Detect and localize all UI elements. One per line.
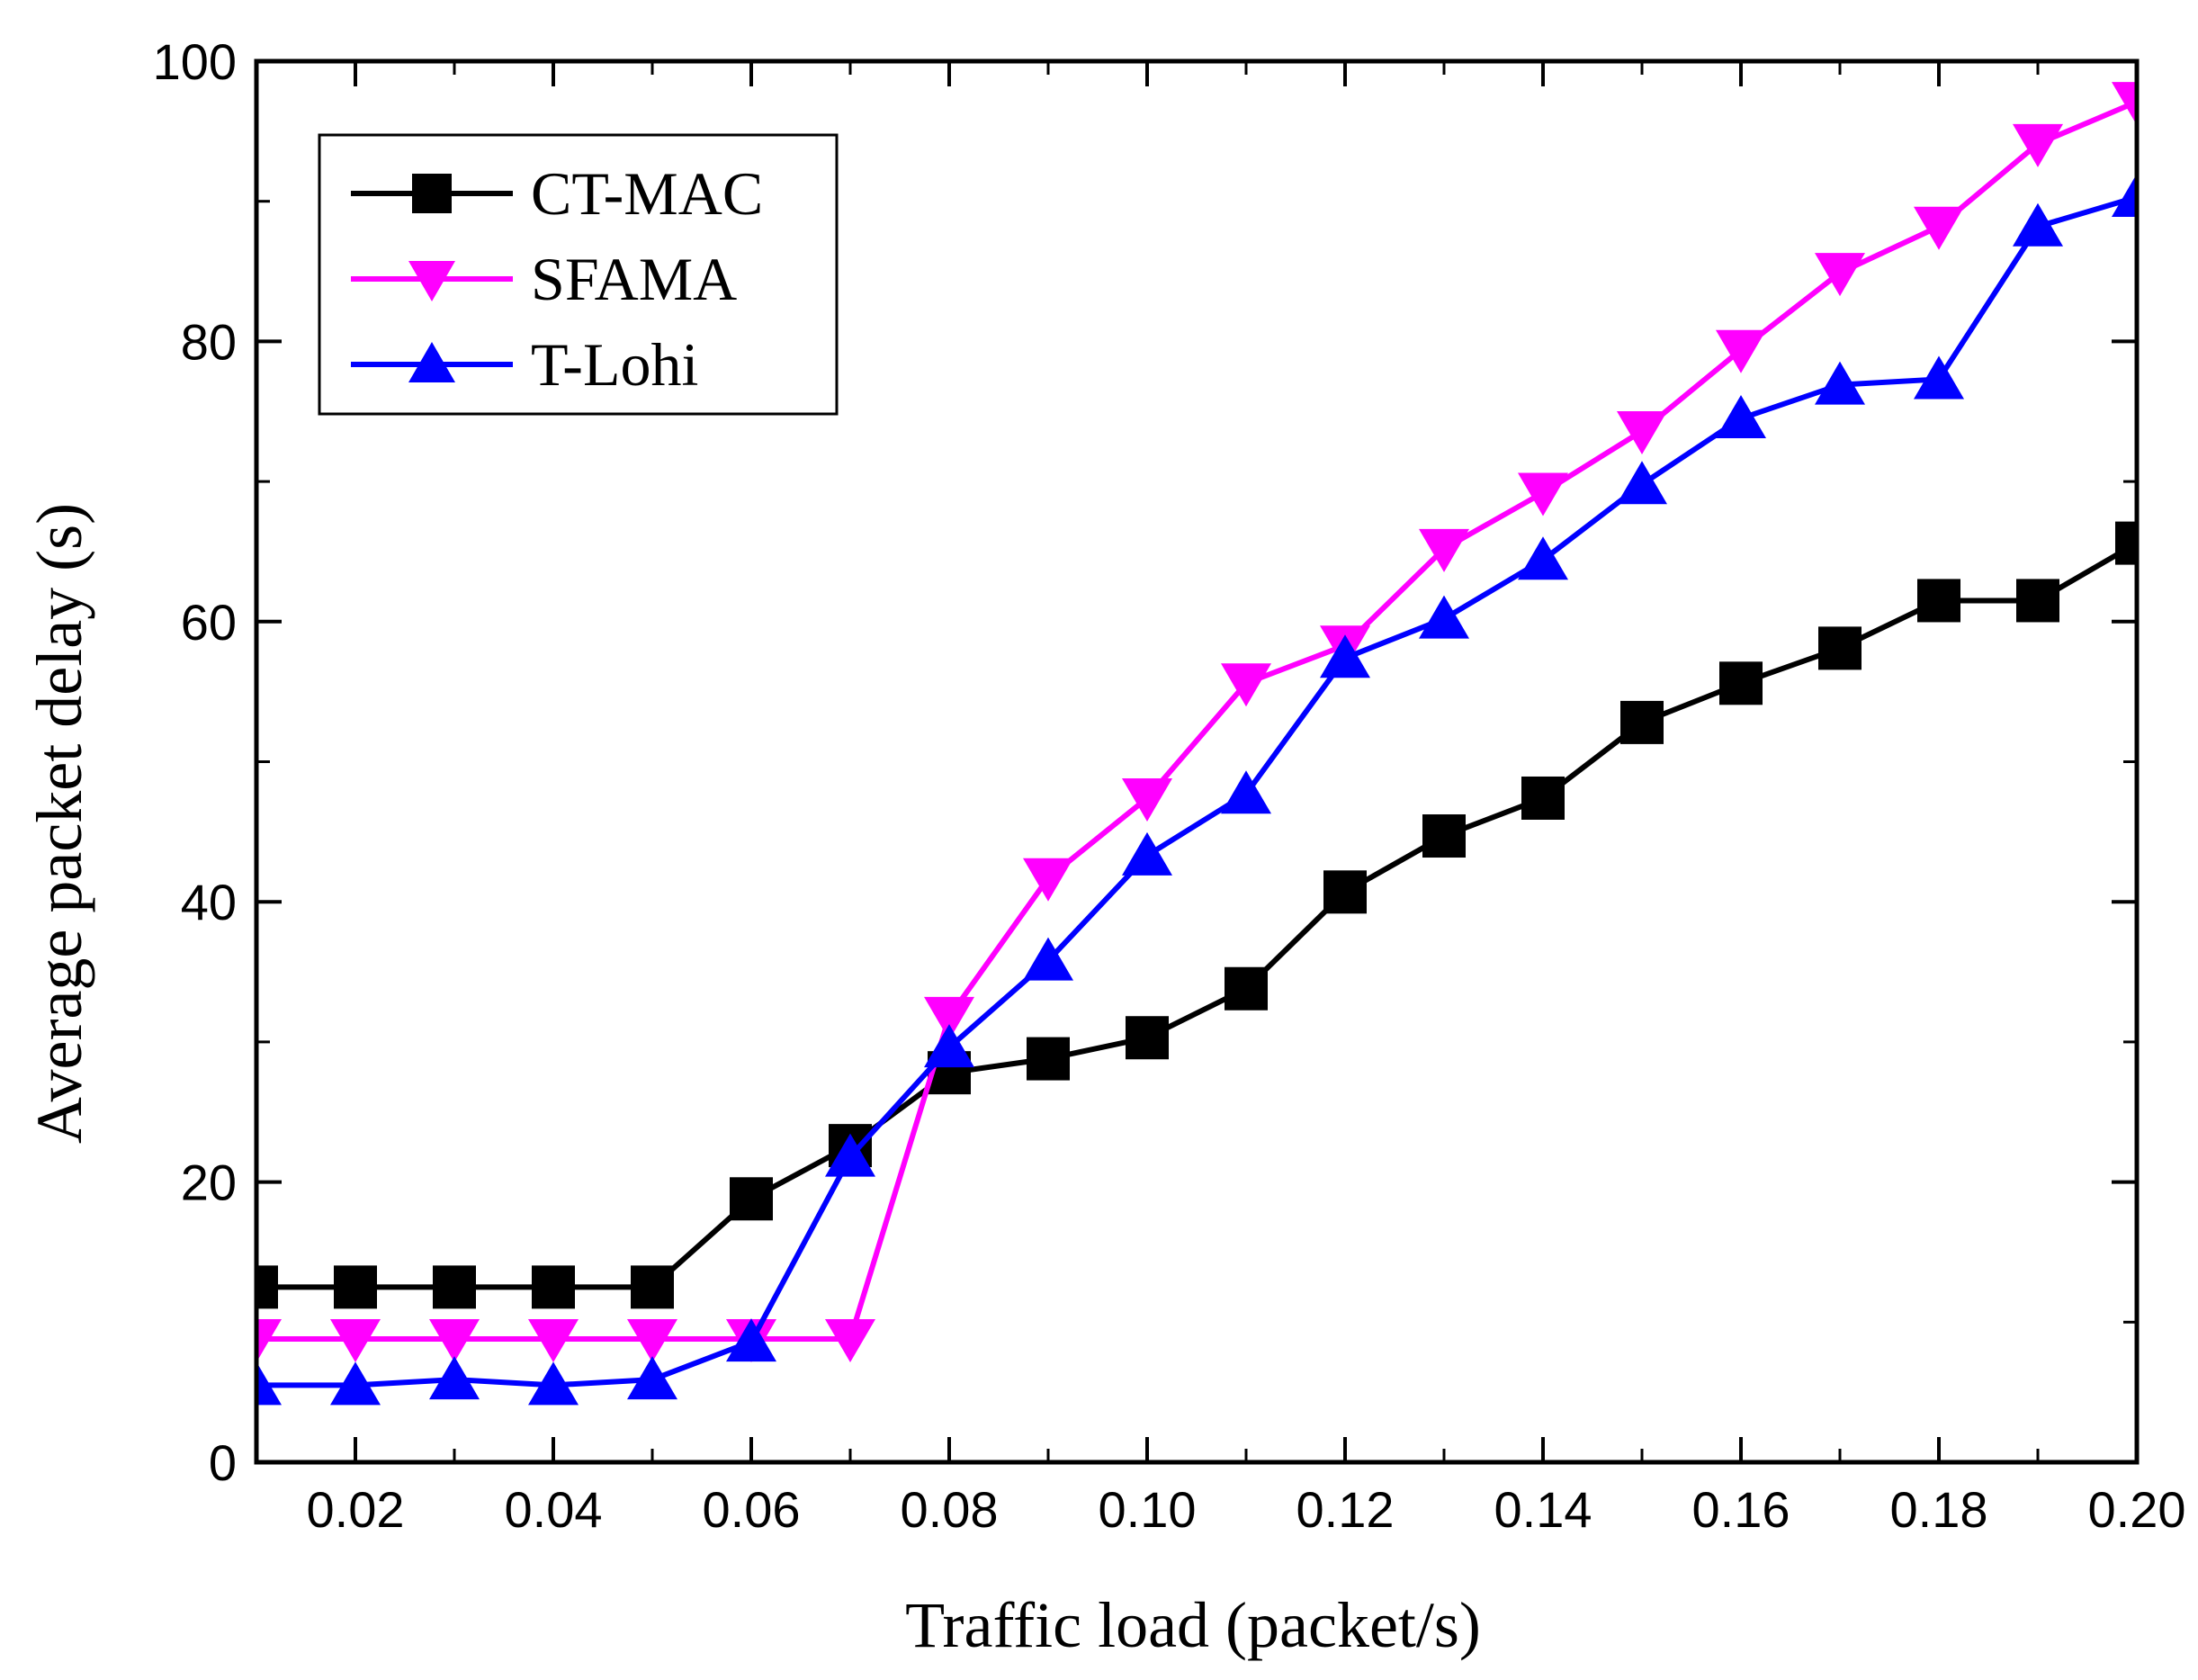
x-tick-label: 0.06: [703, 1481, 801, 1538]
data-point: [2112, 82, 2137, 126]
data-point: [1126, 1016, 1169, 1060]
data-point: [627, 1356, 677, 1400]
data-point: [1716, 395, 1766, 439]
y-axis-title: Average packet delay (s): [23, 503, 95, 1144]
data-point: [1914, 355, 1964, 400]
data-point: [2016, 579, 2059, 623]
y-tick-label: 20: [181, 1154, 237, 1211]
x-axis-title: Traffic load (packet/s): [905, 1589, 1481, 1661]
data-point: [1419, 595, 1469, 639]
legend-box: [318, 133, 839, 416]
data-point: [256, 1265, 278, 1309]
data-point: [1225, 966, 1268, 1011]
data-point: [1818, 626, 1862, 670]
data-point: [1719, 661, 1763, 705]
data-point: [256, 1318, 282, 1362]
series-line-sfama: [256, 99, 2137, 1342]
y-tick-label: 100: [153, 33, 237, 90]
x-tick-label: 0.08: [901, 1481, 999, 1538]
data-point: [1422, 814, 1466, 858]
legend: CT-MAC SFAMA T-Lohi: [318, 133, 839, 416]
legend-item-sfama: SFAMA: [351, 245, 737, 313]
data-point: [825, 1318, 875, 1362]
data-point: [1027, 1037, 1070, 1081]
data-point: [1023, 937, 1073, 981]
x-tick-label: 0.02: [307, 1481, 405, 1538]
data-point: [730, 1177, 773, 1221]
data-point: [433, 1265, 476, 1309]
series-t-lohi: [256, 174, 2137, 1406]
data-point: [1419, 528, 1469, 572]
x-tick-label: 0.10: [1099, 1481, 1197, 1538]
series-layer: [256, 82, 2137, 1406]
legend-marker-triangle-up: [408, 342, 455, 382]
plot-frame: [254, 58, 2140, 1465]
data-point: [631, 1265, 674, 1309]
data-point: [1023, 858, 1073, 902]
data-point: [1815, 253, 1865, 297]
data-point: [1617, 461, 1667, 505]
data-point: [825, 1133, 875, 1177]
data-point: [429, 1356, 480, 1400]
data-point: [330, 1318, 381, 1362]
data-point: [1518, 536, 1568, 580]
series-ct-mac: [256, 521, 2137, 1309]
x-tick-label: 0.04: [505, 1481, 603, 1538]
x-tick-label: 0.20: [2088, 1481, 2186, 1538]
x-tick-label: 0.14: [1494, 1481, 1592, 1538]
data-point: [1320, 634, 1370, 678]
x-tick-label: 0.18: [1890, 1481, 1988, 1538]
data-point: [924, 1024, 974, 1068]
legend-label-sfama: SFAMA: [531, 245, 737, 313]
data-point: [1617, 411, 1667, 455]
data-point: [1917, 579, 1960, 623]
data-point: [2112, 174, 2137, 218]
y-tick-label: 60: [181, 594, 237, 651]
data-point: [334, 1265, 377, 1309]
data-point: [1518, 472, 1568, 517]
data-point: [1716, 329, 1766, 373]
data-point: [1914, 206, 1964, 250]
x-tick-label: 0.12: [1296, 1481, 1395, 1538]
x-tick-label: 0.16: [1692, 1481, 1790, 1538]
data-point: [726, 1318, 776, 1362]
data-point: [1521, 776, 1565, 820]
legend-marker-square: [412, 174, 452, 213]
y-tick-label: 80: [181, 313, 237, 370]
y-tick-label: 40: [181, 874, 237, 930]
data-point: [2013, 123, 2063, 167]
data-point: [2013, 202, 2063, 247]
data-point: [528, 1361, 579, 1406]
data-point: [1221, 770, 1271, 814]
data-point: [256, 1361, 282, 1406]
legend-item-t-lohi: T-Lohi: [351, 330, 698, 399]
legend-marker-triangle-down: [408, 261, 455, 301]
data-point: [1221, 663, 1271, 707]
data-point: [627, 1318, 677, 1362]
data-point: [1323, 870, 1367, 914]
data-point: [1122, 831, 1172, 876]
data-point: [924, 996, 974, 1040]
data-point: [2115, 521, 2137, 565]
data-point: [1620, 700, 1664, 744]
legend-label-t-lohi: T-Lohi: [531, 330, 698, 399]
data-point: [528, 1318, 579, 1362]
tick-labels: 0.02 0.04 0.06 0.08 0.10 0.12 0.14 0.16 0.18 0.20…: [153, 33, 2186, 1538]
data-point: [532, 1265, 575, 1309]
data-point: [429, 1318, 480, 1362]
data-point: [330, 1361, 381, 1406]
y-tick-label: 0: [209, 1434, 237, 1491]
data-point: [1815, 361, 1865, 405]
legend-item-ct-mac: CT-MAC: [351, 159, 763, 228]
legend-label-ct-mac: CT-MAC: [531, 159, 763, 228]
data-point: [1122, 777, 1172, 822]
series-sfama: [256, 82, 2137, 1362]
